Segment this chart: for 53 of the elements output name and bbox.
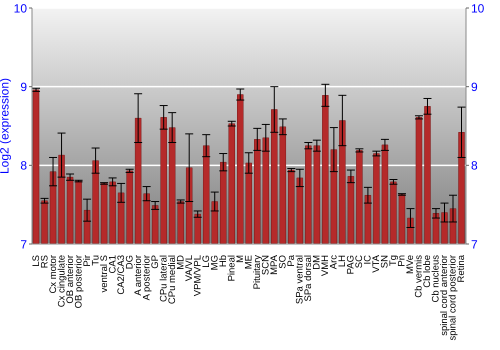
x-tick-label: Cb nucleus xyxy=(430,254,442,303)
x-tick-label: MVe xyxy=(405,255,416,274)
x-tick-label: Pa xyxy=(286,254,298,267)
x-tick-label: OB posterior xyxy=(73,255,84,308)
x-tick-label: Hb xyxy=(218,255,229,268)
x-tick-label: LS xyxy=(30,255,42,267)
x-tick-label: DM xyxy=(312,254,323,270)
x-tick-label: VPM/VPL xyxy=(192,255,204,296)
x-tick-label: CA2/CA3 xyxy=(116,255,127,295)
x-tick-label: ventral S xyxy=(98,255,110,292)
x-tick-label: LG xyxy=(200,255,212,268)
y2-tick-label: 8 xyxy=(471,158,478,173)
x-tick-label: spinal cord posterior xyxy=(448,255,459,341)
x-tick-label: DG xyxy=(124,255,136,270)
x-tick-label: Pituitary xyxy=(252,254,264,290)
y2-tick-label: 9 xyxy=(471,80,478,94)
x-tick-label: Retina xyxy=(456,254,468,282)
x-tick-label: CA1 xyxy=(107,255,118,274)
x-tick-label: CPu medial xyxy=(166,255,178,304)
x-tick-label: MD xyxy=(175,254,186,270)
x-tick-label: Cx cingulate xyxy=(56,255,68,308)
x-tick-label: Pn xyxy=(396,255,408,267)
y-tick-label: 7 xyxy=(20,237,28,252)
y-tick-label: 9 xyxy=(20,80,28,94)
x-tick-label: ME xyxy=(244,255,254,270)
y-tick-label: 8 xyxy=(20,158,28,173)
y-axis-title: Log2 (expression) xyxy=(0,78,12,174)
x-tick-label: Tu xyxy=(90,255,102,266)
x-tick-label: IC xyxy=(362,254,374,264)
y2-tick-label: 10 xyxy=(471,1,485,16)
x-tick-label: RS xyxy=(39,255,50,268)
y2-tick-label: 7 xyxy=(471,237,478,252)
x-tick-label: A posterior xyxy=(141,255,152,300)
x-tick-label: spinal cord anterior xyxy=(439,255,450,336)
x-tick-label: GP xyxy=(150,255,161,269)
x-tick-label: CPu lateral xyxy=(158,255,170,302)
x-tick-label: Tg xyxy=(388,255,400,266)
x-tick-label: VMH xyxy=(320,254,332,276)
x-tick-label: Arc xyxy=(328,254,340,270)
x-tick-label: SO xyxy=(278,255,289,269)
x-tick-label: OB anterior xyxy=(64,255,76,304)
x-tick-label: M xyxy=(234,254,246,263)
x-tick-label: MG xyxy=(209,255,220,270)
x-tick-label: Pir xyxy=(82,255,93,267)
x-tick-label: A anterior xyxy=(132,255,144,296)
x-tick-label: SPa dorsal xyxy=(303,255,314,302)
x-tick-label: SN xyxy=(380,254,391,268)
y-tick-label: 10 xyxy=(14,1,28,16)
x-tick-label: SCN xyxy=(260,254,272,276)
x-tick-label: Pineal xyxy=(226,255,238,282)
x-tick-label: VA/VL xyxy=(184,255,195,282)
x-tick-label: Cb lobe xyxy=(422,255,434,288)
x-tick-label: Cx motor xyxy=(48,255,59,294)
